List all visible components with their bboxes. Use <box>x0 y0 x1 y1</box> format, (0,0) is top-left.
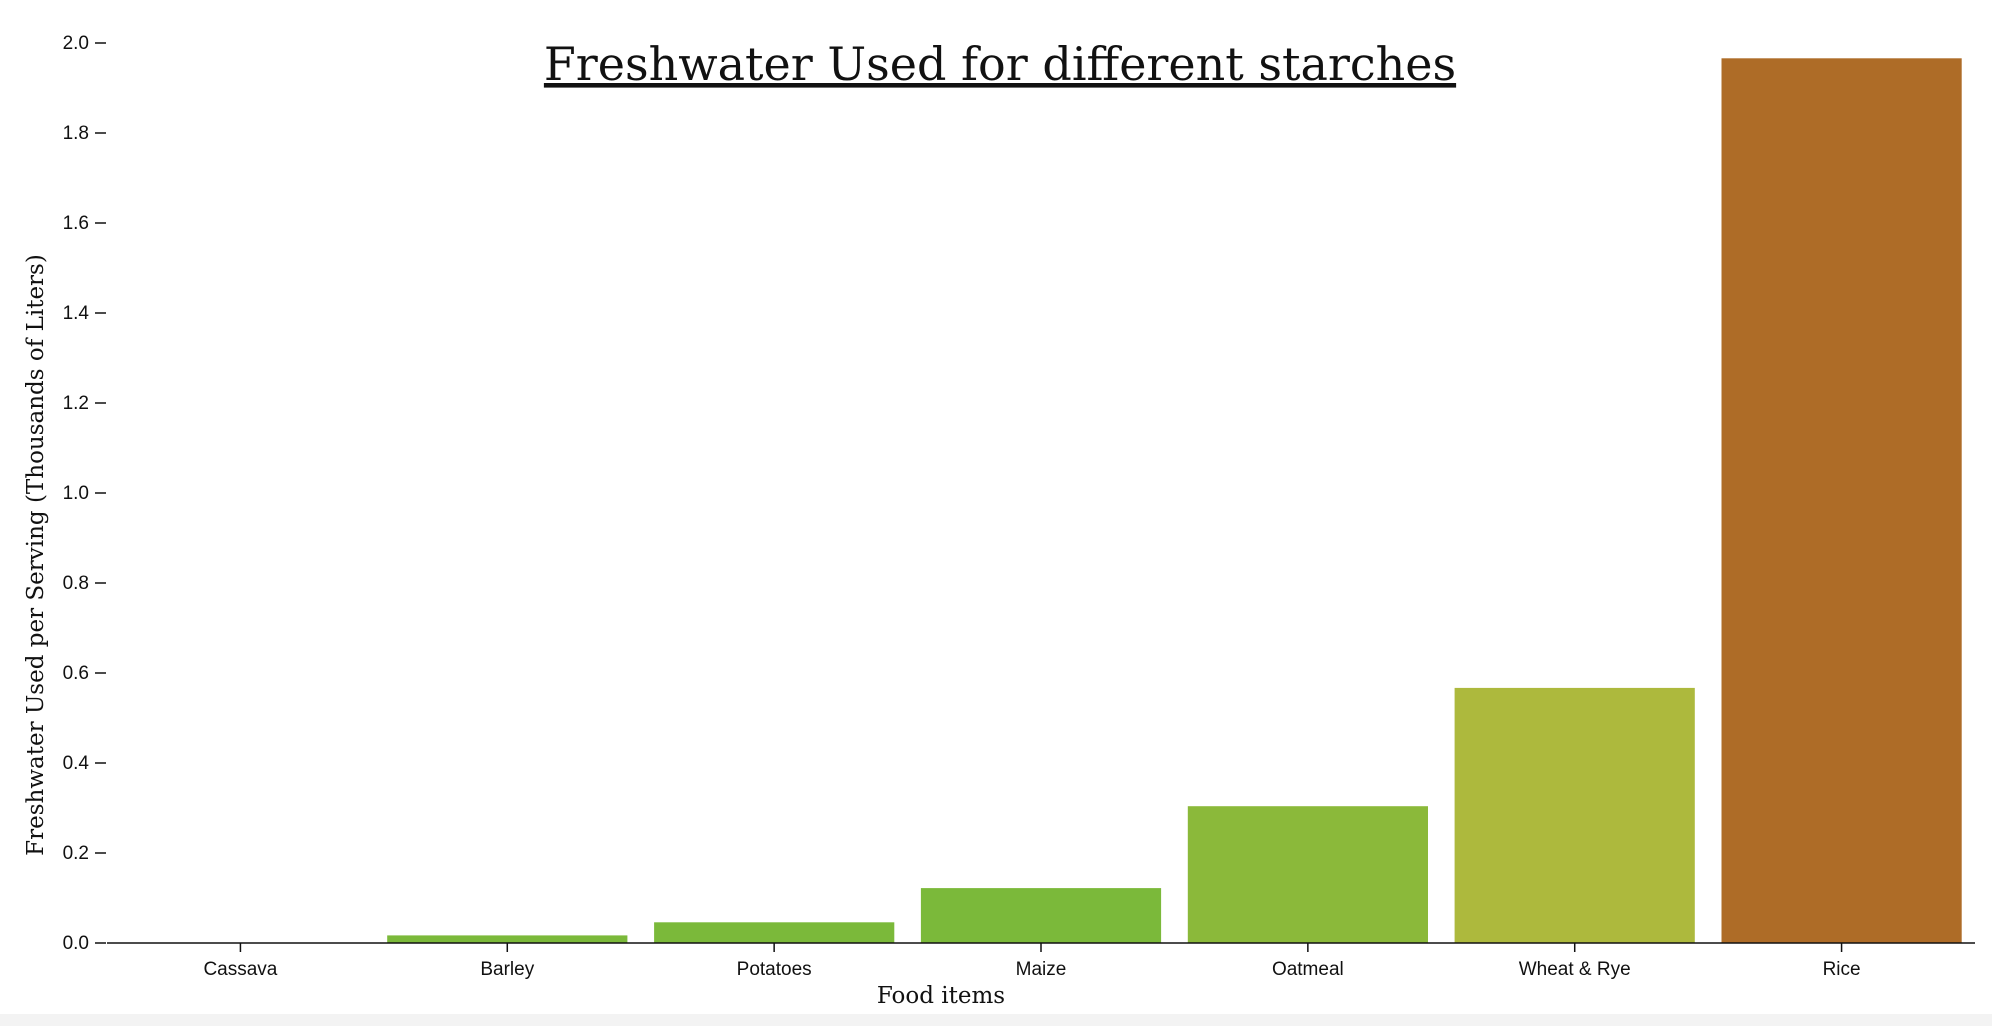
x-axis-title: Food items <box>877 983 1005 1009</box>
bar-maize <box>920 888 1162 943</box>
x-tick-label: Oatmeal <box>1272 959 1344 980</box>
y-tick-label: 0.2 <box>63 843 89 864</box>
y-tick-label: 0.4 <box>63 753 90 774</box>
chart-title: Freshwater Used for different starches <box>544 37 1456 91</box>
bar-wheat-rye <box>1454 687 1695 943</box>
y-tick-label: 2.0 <box>63 33 89 54</box>
x-tick-label: Wheat & Rye <box>1519 959 1631 980</box>
footer-band <box>0 1014 1992 1026</box>
y-tick-label: 0.6 <box>63 663 89 684</box>
y-tick-label: 1.8 <box>63 123 89 144</box>
x-tick-label: Rice <box>1823 959 1861 980</box>
x-tick-label: Potatoes <box>737 959 812 980</box>
bar-barley <box>387 935 628 943</box>
x-axis: Cassava Barley Potatoes Maize Oatmeal Wheat &… <box>107 942 1975 980</box>
y-tick-label: 1.6 <box>63 213 89 234</box>
x-tick-label: Barley <box>480 959 534 980</box>
y-axis: 0.0 0.2 0.4 0.6 0.8 1.0 1.2 1.4 1.6 1.8 2.0 <box>63 33 106 954</box>
bars-group <box>387 58 1962 944</box>
bar-oatmeal <box>1187 806 1428 943</box>
bar-rice <box>1721 58 1962 944</box>
y-tick-label: 1.0 <box>63 483 89 504</box>
y-tick-label: 0.0 <box>63 933 89 954</box>
x-tick-label: Cassava <box>203 959 277 980</box>
y-tick-label: 1.4 <box>63 303 90 324</box>
y-tick-label: 1.2 <box>63 393 89 414</box>
y-axis-title: Freshwater Used per Serving (Thousands o… <box>23 254 49 856</box>
bar-potatoes <box>654 922 895 943</box>
x-tick-label: Maize <box>1016 959 1067 980</box>
y-tick-label: 0.8 <box>63 573 89 594</box>
